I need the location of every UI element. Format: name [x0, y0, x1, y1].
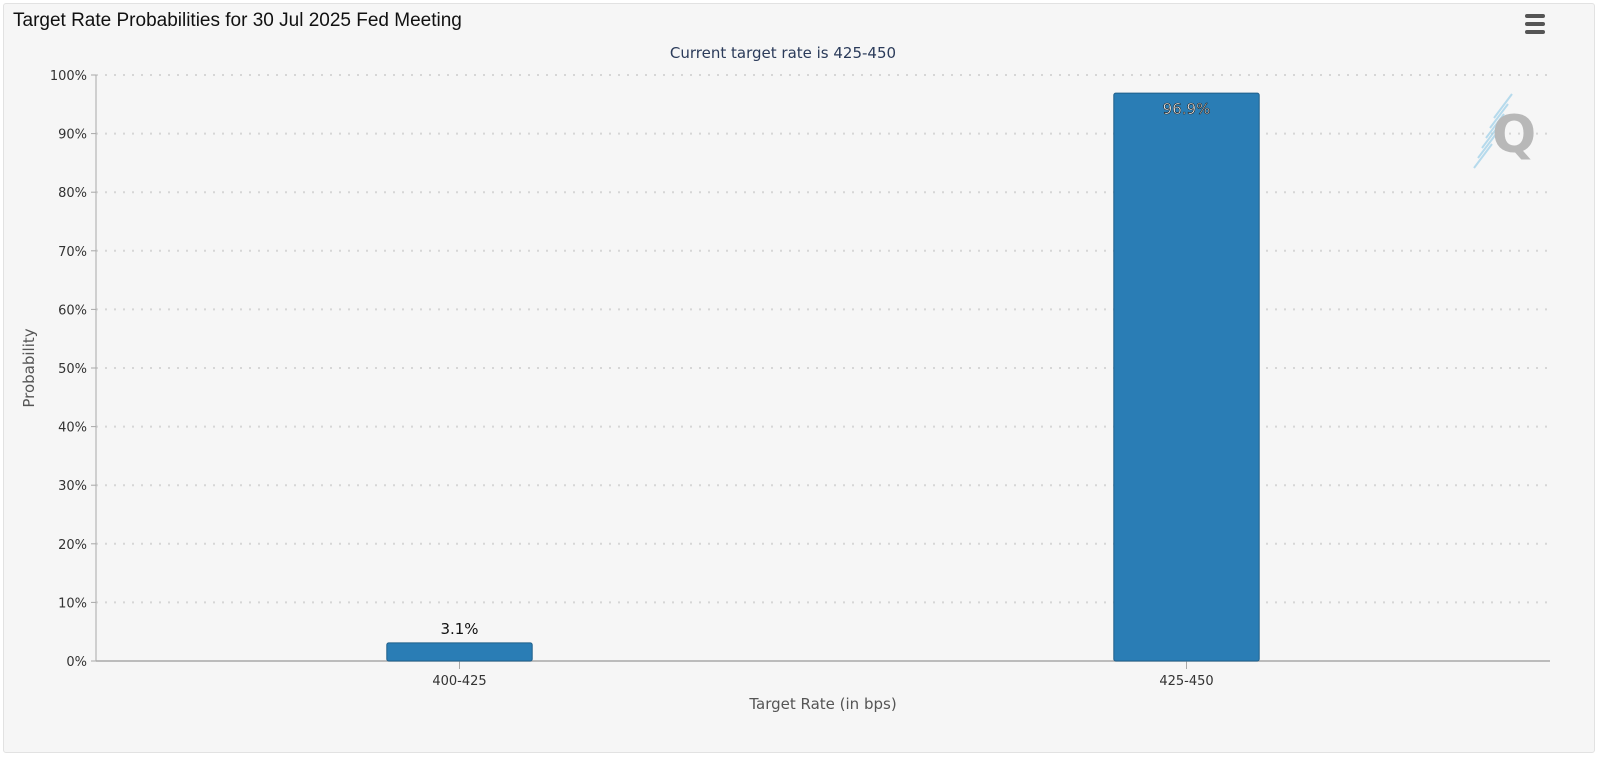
y-tick-label: 100% [50, 69, 87, 84]
data-label: 3.1% [440, 620, 478, 638]
y-tick-label: 0% [66, 655, 87, 670]
chart-subtitle: Current target rate is 425-450 [670, 44, 896, 62]
gridlines [96, 74, 1550, 604]
chart-panel [3, 3, 1595, 753]
y-tick-label: 60% [58, 303, 87, 318]
y-tick-label: 90% [58, 128, 87, 143]
y-axis-title: Probability [20, 328, 38, 407]
y-tick-label: 70% [58, 245, 87, 260]
bar-425-450[interactable] [1113, 92, 1260, 662]
bar-400-425[interactable] [386, 642, 533, 662]
y-tick-label: 40% [58, 421, 87, 436]
y-tick-label: 80% [58, 186, 87, 201]
chart-title: Target Rate Probabilities for 30 Jul 202… [13, 10, 462, 31]
x-axis-title: Target Rate (in bps) [748, 695, 896, 713]
x-tick-label: 425-450 [1159, 674, 1213, 689]
y-tick-label: 10% [58, 596, 87, 611]
bars [386, 92, 1260, 662]
axes: 0% 10% 20% 30% 40% 50% 60% 70% 80% 90% 100% 400-425… [50, 69, 1550, 689]
data-label: 96.9% [1163, 100, 1211, 118]
x-tick-label: 400-425 [432, 674, 486, 689]
y-tick-label: 20% [58, 538, 87, 553]
svg-text:Q: Q [1492, 105, 1536, 165]
hamburger-menu-icon[interactable] [1522, 14, 1548, 38]
labels: 3.1% 96.9% [440, 100, 1210, 638]
y-tick-label: 30% [58, 479, 87, 494]
q-logo-icon: Q [1473, 93, 1536, 169]
y-tick-label: 50% [58, 362, 87, 377]
